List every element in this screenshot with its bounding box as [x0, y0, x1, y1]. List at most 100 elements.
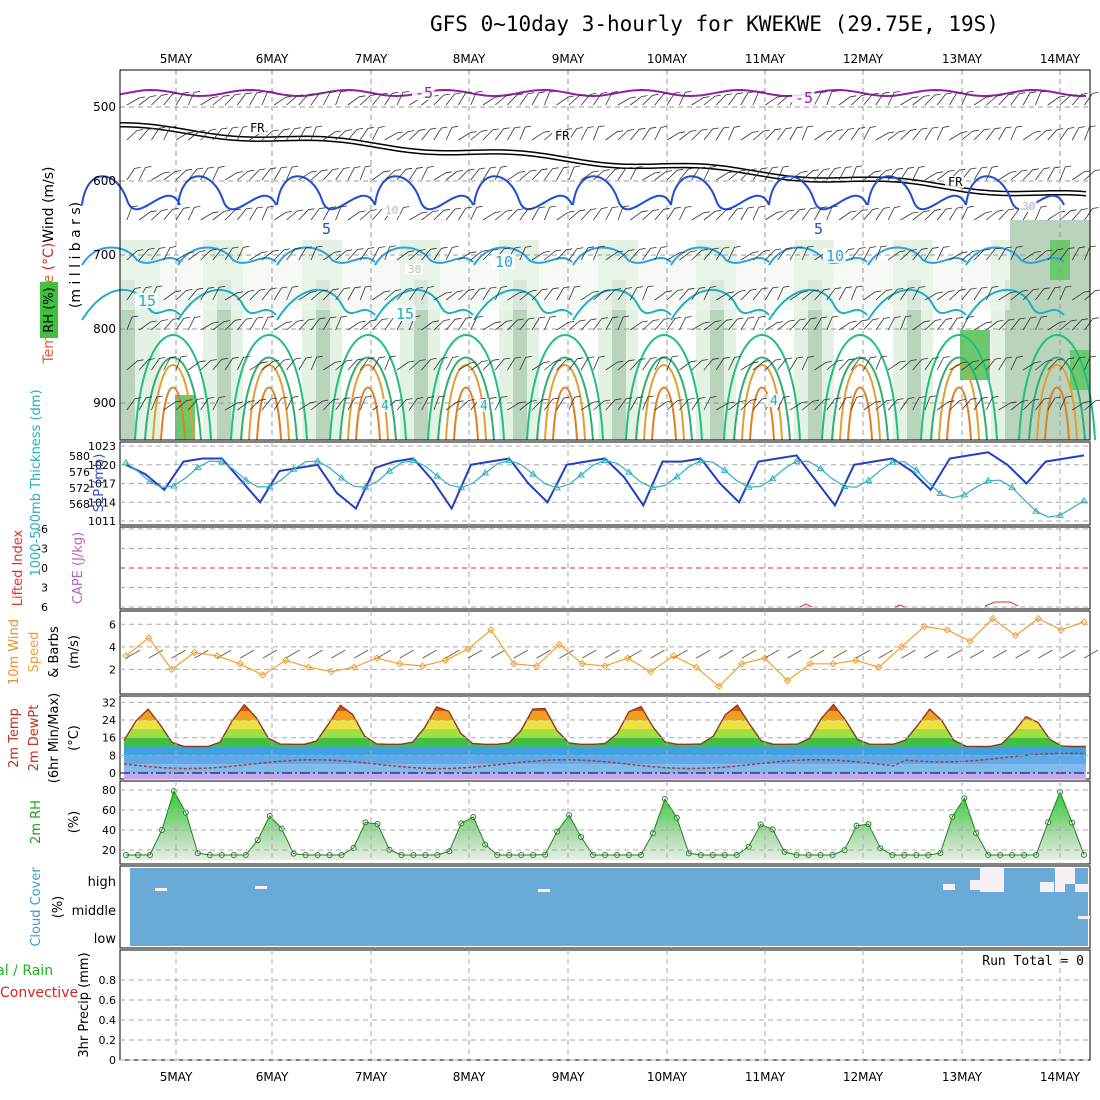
wind-barb	[801, 317, 817, 331]
wind-speed-point	[281, 656, 290, 665]
wind-barb	[212, 210, 230, 221]
wind-barb	[347, 358, 364, 371]
wind-barb	[347, 286, 361, 301]
cloud-ylabel: Cloud Cover	[29, 867, 44, 947]
wind-barb	[617, 397, 633, 411]
wind-barb	[752, 360, 771, 371]
wind-barb	[912, 127, 928, 141]
wind-barb	[1010, 92, 1026, 106]
wind-barb	[224, 208, 242, 221]
wind-barb	[961, 205, 974, 221]
wind-barb	[642, 171, 661, 181]
precip-tick: 0	[109, 1054, 116, 1067]
wind-barb	[249, 91, 263, 106]
wind-barb	[151, 126, 166, 141]
date-label-top: 13MAY	[942, 52, 983, 66]
wind-barb	[986, 127, 1001, 141]
wind10-ylabel-text: 10m Wind	[7, 619, 22, 685]
wind-barb	[642, 357, 657, 371]
lifted-index-ylabel: Lifted Index	[11, 529, 26, 606]
wind-barb	[703, 357, 719, 371]
wind-barb	[777, 319, 795, 331]
wind-barb	[850, 247, 866, 261]
wind-barb	[703, 127, 719, 141]
wind-barb	[544, 287, 559, 301]
wind-barb	[801, 399, 820, 411]
thickness-tick: 580	[69, 450, 90, 463]
contour-15	[572, 289, 672, 321]
temp2m-ylabel-text: (6hr Min/Max)	[47, 693, 62, 783]
wind-barb	[237, 317, 253, 331]
contour-25	[839, 364, 881, 441]
wind10-ylabel-text: Speed	[27, 632, 42, 673]
wind-barb	[126, 397, 142, 411]
wind-barb	[900, 211, 919, 221]
wind-barb	[666, 399, 684, 411]
wind-barb	[961, 250, 979, 261]
wind-barb	[703, 247, 719, 261]
wind-barb	[148, 649, 164, 659]
wind-barb	[814, 206, 828, 221]
wind-barb	[126, 249, 144, 261]
wind-barb	[1071, 318, 1088, 331]
wind-barb	[187, 167, 204, 181]
wind-barb	[740, 206, 755, 221]
wind-barb	[887, 91, 901, 106]
wind-barb	[187, 287, 204, 301]
contour-20	[1028, 356, 1086, 441]
date-label-bottom: 11MAY	[745, 1070, 786, 1084]
rh-tick: 80	[102, 784, 116, 797]
slp-ylabel: SLP (mb)	[92, 454, 107, 513]
y-tick-label: 700	[93, 248, 116, 262]
wind-barb	[273, 358, 291, 371]
wind-barb	[1035, 90, 1047, 106]
wind-barb	[531, 361, 550, 371]
wind-barb	[310, 92, 326, 106]
wind-barb	[175, 317, 190, 331]
wind-barb	[740, 288, 757, 301]
wind-barb	[175, 289, 193, 301]
date-label-bottom: 14MAY	[1040, 1070, 1081, 1084]
wind-barb	[998, 318, 1015, 331]
wind-barb	[627, 649, 643, 659]
wind-barb	[593, 125, 605, 141]
y-tick-label: 800	[93, 322, 116, 336]
contour-label-bg	[477, 399, 490, 412]
contour-label: 10	[495, 253, 513, 271]
wind-barb	[433, 93, 450, 106]
wind-barb	[1010, 400, 1028, 411]
wind-barb	[1047, 248, 1064, 261]
wind-barb	[752, 249, 770, 261]
thickness-marker	[409, 456, 418, 464]
wind-barb	[126, 287, 141, 301]
wind-barb	[138, 166, 152, 181]
wind-barb	[691, 248, 708, 261]
wind-barb	[482, 166, 497, 181]
wind-barb	[175, 355, 188, 371]
wind-barb	[642, 126, 657, 141]
wind-barb	[973, 321, 993, 331]
wind-barb	[838, 95, 857, 106]
wind-barb	[593, 245, 605, 261]
wind-barb	[494, 357, 511, 371]
temp2m-ylabel: (6hr Min/Max)	[47, 693, 62, 783]
precip-ylabel-text: 3hr Precip (mm)	[77, 952, 92, 1057]
wind-barb	[1010, 245, 1023, 261]
wind-barb	[519, 169, 537, 181]
wind-barb	[531, 251, 550, 261]
wind-barb	[384, 91, 399, 106]
wind10-ylabel-text: & Barbs	[47, 626, 62, 678]
wind-barb	[396, 288, 413, 301]
wind-barb	[949, 251, 968, 261]
wind-speed-point	[669, 652, 678, 660]
wind-barb	[286, 395, 299, 411]
contour-label: 4	[770, 394, 778, 409]
wind-barb	[605, 398, 622, 411]
wind-barb	[650, 649, 665, 659]
wind-barb	[237, 400, 255, 411]
wind-barb	[703, 94, 721, 106]
precip-label-convective: Convective	[0, 985, 78, 1001]
contour-20	[134, 334, 212, 441]
contour-20	[723, 334, 801, 441]
wind-barb	[261, 90, 274, 106]
